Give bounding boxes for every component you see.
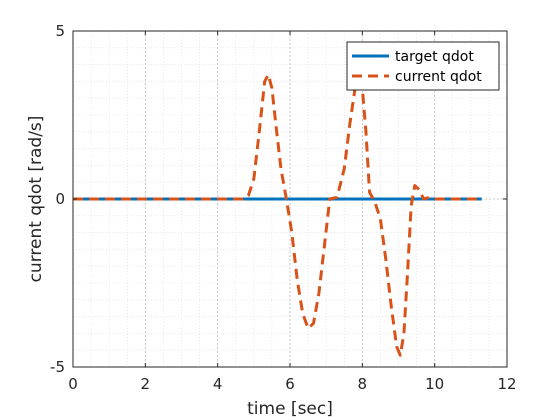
y-tick-label: -5 (50, 358, 65, 376)
legend-label-2: current qdot (395, 69, 482, 85)
ticks: 0 2 4 6 8 10 12-505 (50, 22, 517, 393)
legend: target qdot current qdot (346, 41, 500, 91)
x-tick-label: 10 (425, 375, 444, 393)
legend-label-1: target qdot (395, 49, 474, 65)
legend-box (346, 41, 500, 91)
x-tick-label: 2 (141, 375, 151, 393)
y-axis-label: current qdot [rad/s] (26, 116, 46, 283)
x-axis-label: time [sec] (247, 399, 333, 419)
y-tick-label: 5 (55, 22, 65, 40)
y-tick-label: 0 (55, 190, 65, 208)
x-tick-label: 0 (68, 375, 78, 393)
series-layer (73, 73, 482, 357)
x-tick-label: 4 (213, 375, 223, 393)
series-line-2 (73, 73, 482, 357)
x-tick-label: 8 (358, 375, 368, 393)
x-tick-label: 6 (285, 375, 295, 393)
x-tick-label: 12 (497, 375, 516, 393)
